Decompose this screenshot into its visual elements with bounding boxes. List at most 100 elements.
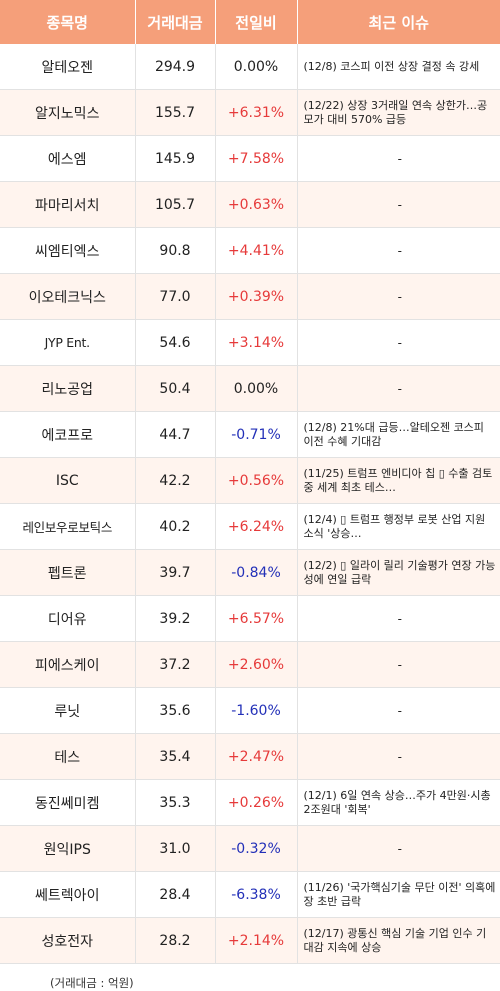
stock-name-cell: 에코프로 [0,411,136,458]
header-change: 전일비 [215,0,298,44]
trading-value-cell: 35.3 [135,779,216,826]
change-cell: 0.00% [215,365,298,412]
change-cell: -0.84% [215,549,298,596]
table-row: 레인보우로보틱스 40.2 +6.24% (12/4) ▯ 트럼프 행정부 로봇 산업… [0,503,500,550]
table-row: 펩트론 39.7 -0.84% (12/2) ▯ 일라이 릴리 기술평가 연장 가능성… [0,549,500,596]
recent-issue-cell: (12/17) 광통신 핵심 기술 기업 인수 기대감 지속에 상승 [297,917,500,964]
trading-value-cell: 54.6 [135,319,216,366]
stock-name-cell: 피에스케이 [0,641,136,688]
trading-value-cell: 145.9 [135,135,216,182]
trading-value-cell: 35.6 [135,687,216,734]
stock-name-cell: JYP Ent. [0,319,136,366]
recent-issue-cell: - [297,365,500,412]
table-row: 피에스케이 37.2 +2.60% - [0,641,500,688]
stock-name-cell: 펩트론 [0,549,136,596]
stock-name-cell: ISC [0,457,136,504]
change-cell: +0.63% [215,181,298,228]
table-row: 원익IPS 31.0 -0.32% - [0,825,500,872]
trading-value-cell: 37.2 [135,641,216,688]
trading-value-cell: 155.7 [135,89,216,136]
change-cell: +0.56% [215,457,298,504]
stock-name-cell: 레인보우로보틱스 [0,503,136,550]
table-row: 에스엠 145.9 +7.58% - [0,135,500,182]
change-cell: 0.00% [215,44,298,90]
recent-issue-cell: - [297,319,500,366]
stock-name-cell: 테스 [0,733,136,780]
change-cell: +6.24% [215,503,298,550]
change-cell: -0.32% [215,825,298,872]
table-row: 디어유 39.2 +6.57% - [0,595,500,642]
unit-footnote: (거래대금 : 억원) [50,976,134,990]
trading-value-cell: 77.0 [135,273,216,320]
stock-name-cell: 이오테크닉스 [0,273,136,320]
table-row: 이오테크닉스 77.0 +0.39% - [0,273,500,320]
stock-name-cell: 에스엠 [0,135,136,182]
trading-value-cell: 28.2 [135,917,216,964]
recent-issue-cell: - [297,135,500,182]
trading-value-cell: 294.9 [135,44,216,90]
stock-name-cell: 알테오젠 [0,44,136,90]
trading-value-cell: 28.4 [135,871,216,918]
stock-name-cell: 알지노믹스 [0,89,136,136]
table-row: 에코프로 44.7 -0.71% (12/8) 21%대 급등…알테오젠 코스피 이전… [0,411,500,458]
table-row: 파마리서치 105.7 +0.63% - [0,181,500,228]
recent-issue-cell: (12/8) 21%대 급등…알테오젠 코스피 이전 수혜 기대감 [297,411,500,458]
change-cell: -0.71% [215,411,298,458]
table-header: 종목명 거래대금 전일비 최근 이슈 [0,0,500,44]
recent-issue-cell: - [297,595,500,642]
change-cell: +6.31% [215,89,298,136]
recent-issue-cell: (11/26) '국가핵심기술 무단 이전' 의혹에 장 초반 급락 [297,871,500,918]
stock-name-cell: 원익IPS [0,825,136,872]
trading-value-cell: 39.2 [135,595,216,642]
change-cell: +2.60% [215,641,298,688]
table-row: 동진쎄미켐 35.3 +0.26% (12/1) 6일 연속 상승…주가 4만원·시총… [0,779,500,826]
table-row: 테스 35.4 +2.47% - [0,733,500,780]
table-row: 리노공업 50.4 0.00% - [0,365,500,412]
recent-issue-cell: - [297,687,500,734]
recent-issue-cell: (11/25) 트럼프 엔비디아 칩 ▯ 수출 검토 중 세계 최초 테스… [297,457,500,504]
recent-issue-cell: (12/1) 6일 연속 상승…주가 4만원·시총 2조원대 '회복' [297,779,500,826]
stock-name-cell: 파마리서치 [0,181,136,228]
recent-issue-cell: (12/22) 상장 3거래일 연속 상한가…공모가 대비 570% 급등 [297,89,500,136]
trading-value-cell: 42.2 [135,457,216,504]
header-recent-issue: 최근 이슈 [297,0,500,44]
table-row: 알테오젠 294.9 0.00% (12/8) 코스피 이전 상장 결정 속 강세 [0,44,500,90]
trading-value-cell: 90.8 [135,227,216,274]
header-trading-value: 거래대금 [135,0,216,44]
change-cell: +0.26% [215,779,298,826]
recent-issue-cell: (12/8) 코스피 이전 상장 결정 속 강세 [297,44,500,90]
change-cell: +3.14% [215,319,298,366]
stock-name-cell: 성호전자 [0,917,136,964]
header-stock-name: 종목명 [0,0,136,44]
change-cell: -1.60% [215,687,298,734]
recent-issue-cell: - [297,825,500,872]
table-row: 성호전자 28.2 +2.14% (12/17) 광통신 핵심 기술 기업 인수 기대… [0,917,500,964]
recent-issue-cell: - [297,227,500,274]
trading-value-cell: 105.7 [135,181,216,228]
recent-issue-cell: (12/4) ▯ 트럼프 행정부 로봇 산업 지원 소식 '상승… [297,503,500,550]
recent-issue-cell: - [297,273,500,320]
recent-issue-cell: - [297,641,500,688]
change-cell: +2.14% [215,917,298,964]
stock-table: 종목명 거래대금 전일비 최근 이슈 알테오젠 294.9 0.00% (12/8) … [0,0,500,964]
stock-name-cell: 리노공업 [0,365,136,412]
stock-name-cell: 디어유 [0,595,136,642]
trading-value-cell: 40.2 [135,503,216,550]
trading-value-cell: 39.7 [135,549,216,596]
table-row: 루닛 35.6 -1.60% - [0,687,500,734]
table-row: ISC 42.2 +0.56% (11/25) 트럼프 엔비디아 칩 ▯ 수출 검토 … [0,457,500,504]
table-row: 알지노믹스 155.7 +6.31% (12/22) 상장 3거래일 연속 상한가…공… [0,89,500,136]
change-cell: +4.41% [215,227,298,274]
recent-issue-cell: - [297,181,500,228]
trading-value-cell: 50.4 [135,365,216,412]
table-row: 쎄트렉아이 28.4 -6.38% (11/26) '국가핵심기술 무단 이전' 의혹… [0,871,500,918]
stock-name-cell: 씨엠티엑스 [0,227,136,274]
trading-value-cell: 44.7 [135,411,216,458]
change-cell: +7.58% [215,135,298,182]
table-row: 씨엠티엑스 90.8 +4.41% - [0,227,500,274]
stock-name-cell: 쎄트렉아이 [0,871,136,918]
trading-value-cell: 31.0 [135,825,216,872]
change-cell: +2.47% [215,733,298,780]
trading-value-cell: 35.4 [135,733,216,780]
recent-issue-cell: - [297,733,500,780]
